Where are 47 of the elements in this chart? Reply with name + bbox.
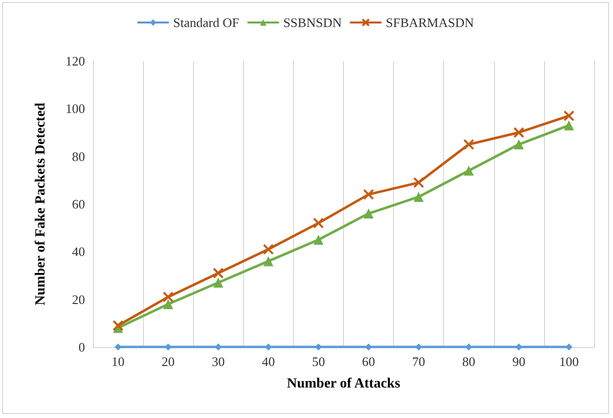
x-tick-label: 100 <box>559 354 579 369</box>
legend-label: Standard OF <box>173 15 240 30</box>
point <box>564 120 574 130</box>
y-tick-label: 20 <box>72 292 85 307</box>
point <box>214 344 222 350</box>
x-tick-label: 80 <box>462 354 476 369</box>
point <box>163 299 174 310</box>
point <box>164 344 172 350</box>
point <box>464 166 474 176</box>
y-tick-label: 100 <box>66 101 85 116</box>
x-tick-label: 60 <box>362 354 376 369</box>
point <box>312 218 324 229</box>
point <box>463 138 474 150</box>
x-tick-label: 40 <box>262 354 275 369</box>
y-axis-title: Number of Fake Packets Detected <box>34 102 48 306</box>
point <box>112 320 124 332</box>
point <box>514 139 524 150</box>
y-tick-label: 80 <box>72 148 85 164</box>
point <box>563 110 574 122</box>
x-tick-label: 20 <box>162 354 175 369</box>
x-axis-title: Number of Attacks <box>286 376 401 392</box>
point <box>363 188 374 200</box>
point <box>162 291 174 302</box>
x-tick-label: 50 <box>312 354 325 369</box>
point <box>515 344 522 350</box>
y-tick-label: 120 <box>66 54 85 68</box>
point <box>313 234 324 245</box>
point <box>364 208 374 219</box>
point <box>465 344 472 350</box>
y-tick-label: 0 <box>78 340 85 354</box>
point <box>264 344 272 350</box>
x-tick-label: 90 <box>512 354 526 369</box>
point <box>262 244 274 255</box>
x-tick-label: 10 <box>112 354 125 369</box>
point <box>213 278 224 288</box>
y-tick-label: 40 <box>72 244 85 260</box>
point <box>415 344 422 350</box>
point <box>513 127 524 138</box>
point <box>414 192 424 202</box>
x-tick-label: 70 <box>412 354 426 369</box>
point <box>263 256 274 266</box>
legend-label: SFBARMASDN <box>386 15 474 30</box>
y-tick-label: 60 <box>72 196 85 212</box>
x-tick-label: 30 <box>212 354 225 369</box>
point <box>212 268 224 279</box>
legend-label: SSBNSDN <box>283 15 342 30</box>
point <box>413 177 424 188</box>
